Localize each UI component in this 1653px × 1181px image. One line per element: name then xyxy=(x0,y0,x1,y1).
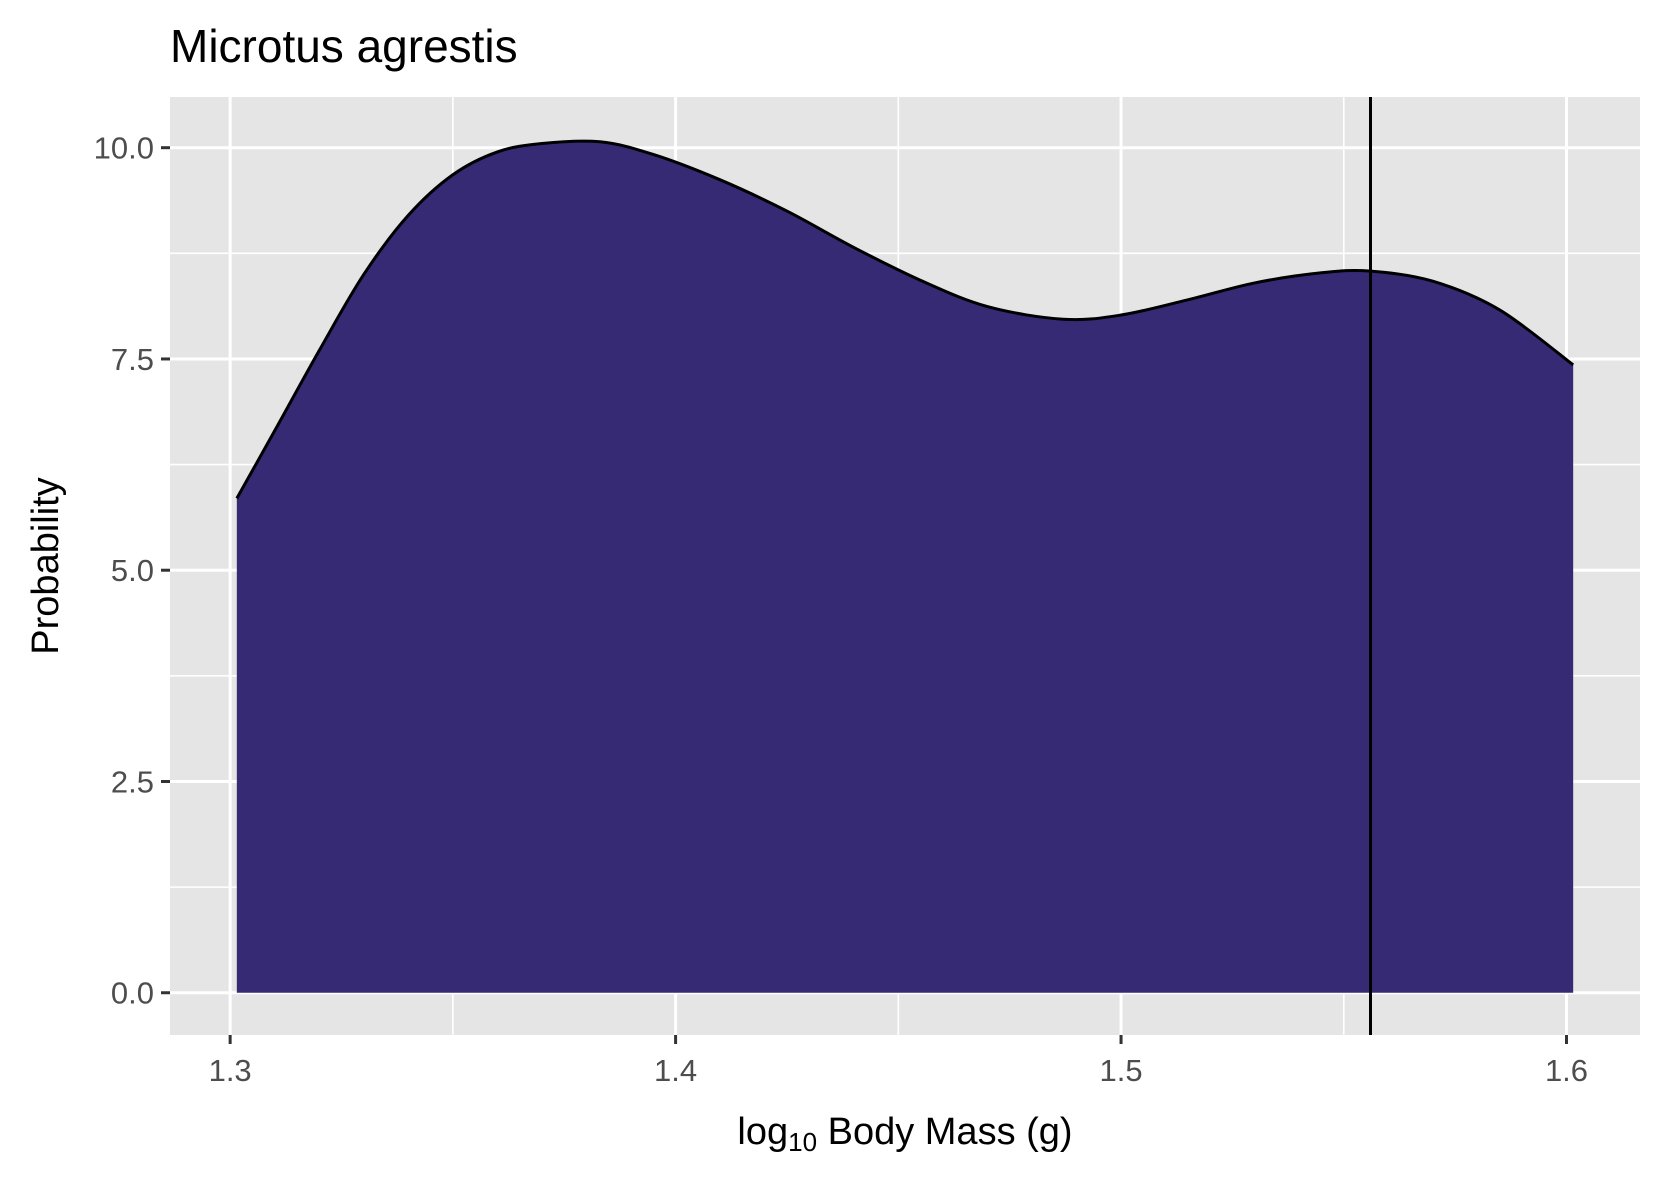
x-tick-label: 1.6 xyxy=(1545,1053,1588,1088)
x-tick-label: 1.5 xyxy=(1099,1053,1142,1088)
x-axis-title-subscript: 10 xyxy=(788,1127,817,1157)
y-tick-label: 2.5 xyxy=(111,764,154,799)
y-axis-title: Probability xyxy=(25,477,67,654)
x-axis-title-suffix: Body Mass (g) xyxy=(817,1111,1073,1153)
x-tick-label: 1.3 xyxy=(209,1053,252,1088)
y-tick-label: 0.0 xyxy=(111,976,154,1011)
x-axis-title-prefix: log xyxy=(737,1111,788,1153)
density-line xyxy=(235,139,1575,500)
density-area xyxy=(236,141,1574,993)
y-tick-label: 10.0 xyxy=(94,131,154,166)
x-axis-title: log10 Body Mass (g) xyxy=(737,1111,1072,1157)
y-tick-label: 7.5 xyxy=(111,342,154,377)
density-layer xyxy=(235,97,1575,1035)
axes: 0.0 2.5 5.0 7.5 10.0 1.3 1.4 1.5 1.6 xyxy=(94,131,1588,1088)
chart-title: Microtus agrestis xyxy=(170,20,518,72)
y-tick-label: 5.0 xyxy=(111,553,154,588)
x-tick-label: 1.4 xyxy=(654,1053,697,1088)
